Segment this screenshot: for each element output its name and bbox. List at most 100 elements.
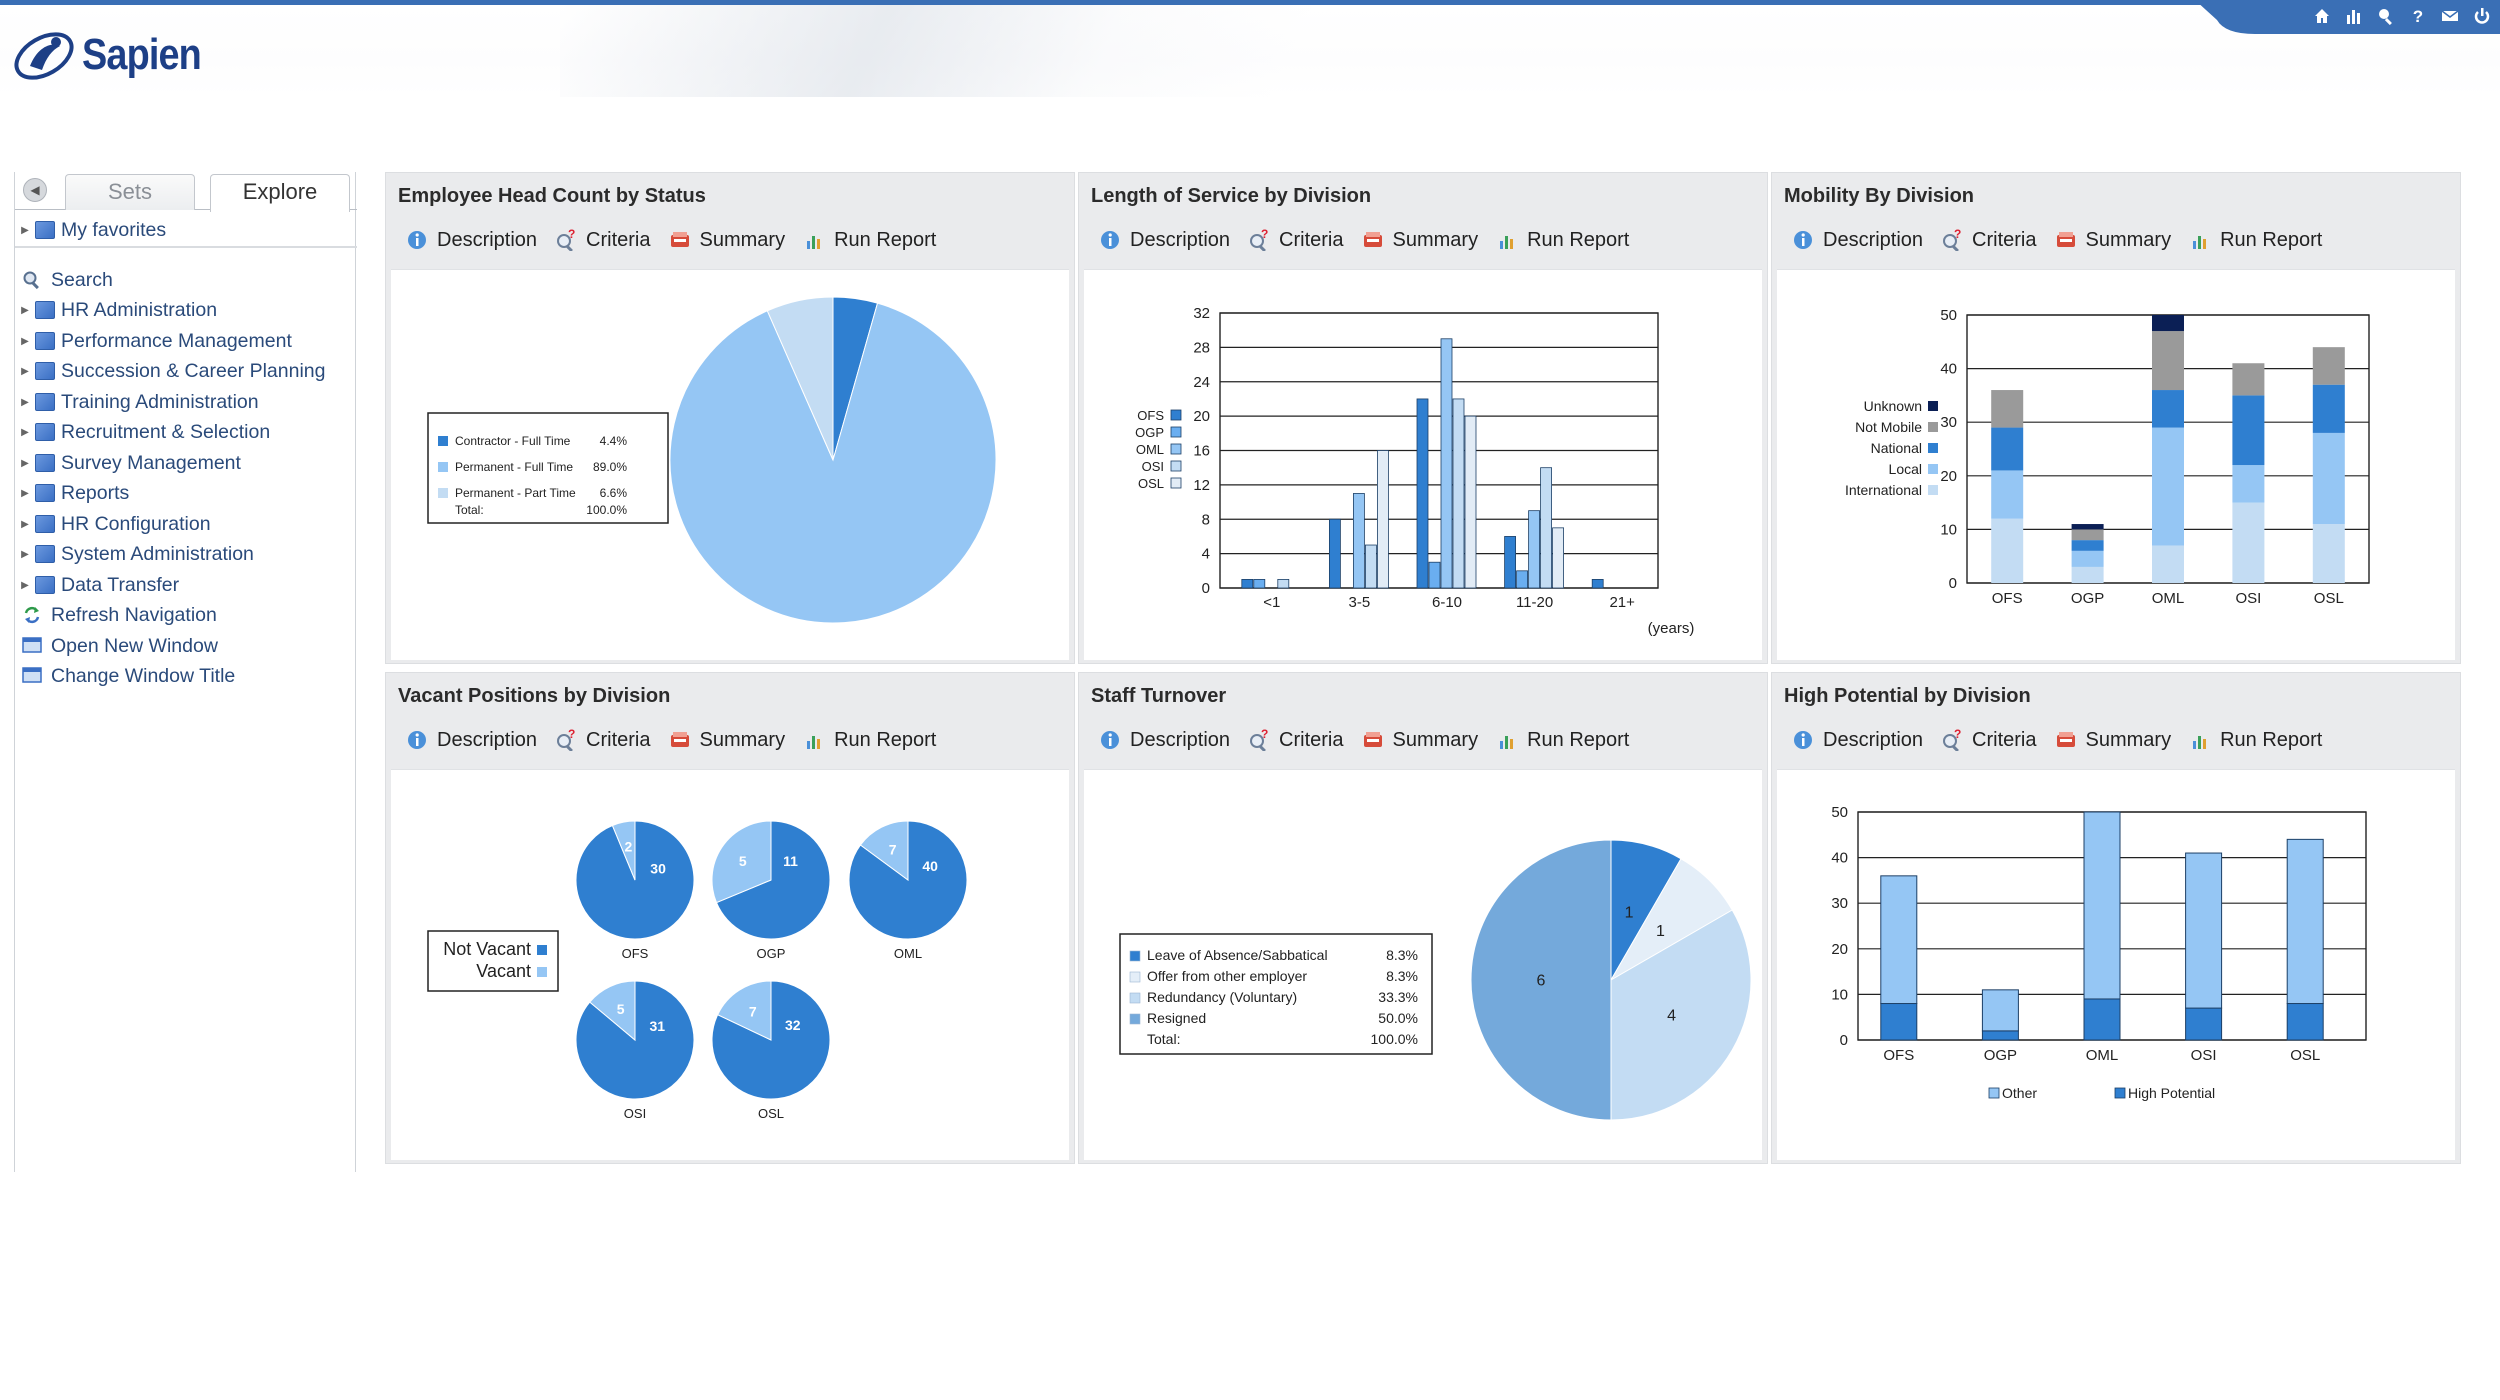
expand-arrow-icon[interactable]: ▶ <box>21 548 29 560</box>
run-report-button[interactable]: Run Report <box>1496 729 1629 752</box>
svg-text:?: ? <box>568 229 575 241</box>
y-tick-label: 16 <box>1193 443 1210 460</box>
sidebar-item-succession-career-planning[interactable]: ▶ Succession & Career Planning <box>15 356 325 386</box>
expand-arrow-icon[interactable]: ▶ <box>21 457 29 469</box>
description-button[interactable]: Description <box>1792 229 1923 252</box>
bar <box>1416 398 1429 589</box>
summary-button[interactable]: Summary <box>669 229 785 252</box>
pie-value-label: 6 <box>1537 972 1546 989</box>
summary-button[interactable]: Summary <box>1362 229 1478 252</box>
run-report-button[interactable]: Run Report <box>1496 229 1629 252</box>
sidebar-item-reports[interactable]: ▶ Reports <box>15 478 129 508</box>
sidebar-item-survey-management[interactable]: ▶ Survey Management <box>15 448 241 478</box>
app-logo[interactable]: Sapien <box>8 25 220 85</box>
description-button[interactable]: Description <box>406 729 537 752</box>
folder-icon <box>35 301 55 319</box>
pie-caption: OFS <box>622 946 649 961</box>
summary-button[interactable]: Summary <box>1362 729 1478 752</box>
sidebar-item-performance-management[interactable]: ▶ Performance Management <box>15 326 292 356</box>
power-icon[interactable] <box>2472 6 2492 26</box>
description-button[interactable]: Description <box>1099 229 1230 252</box>
sidebar-item-label: Open New Window <box>51 634 218 657</box>
sidebar-item-search[interactable]: Search <box>21 265 113 295</box>
pie-value-label: 7 <box>889 842 897 858</box>
expand-arrow-icon[interactable]: ▶ <box>21 396 29 408</box>
bar <box>1464 415 1477 589</box>
summary-button[interactable]: Summary <box>669 729 785 752</box>
sidebar-item-data-transfer[interactable]: ▶ Data Transfer <box>15 570 179 600</box>
pie-value-label: 31 <box>649 1018 665 1034</box>
expand-arrow-icon[interactable]: ▶ <box>21 426 29 438</box>
summary-icon <box>669 229 691 251</box>
expand-arrow-icon[interactable]: ▶ <box>21 304 29 316</box>
bar-segment <box>1991 470 2024 519</box>
mail-icon[interactable] <box>2440 6 2460 26</box>
y-tick-label: 20 <box>1940 468 1957 485</box>
run-report-button[interactable]: Run Report <box>803 729 936 752</box>
y-tick-label: 30 <box>1940 414 1957 431</box>
refresh-icon <box>21 604 43 626</box>
summary-button[interactable]: Summary <box>2055 228 2172 252</box>
folder-icon <box>35 515 55 533</box>
pie-slice <box>848 820 968 940</box>
criteria-icon: ? <box>1248 729 1270 751</box>
description-button[interactable]: Description <box>1099 729 1230 752</box>
expand-arrow-icon[interactable]: ▶ <box>21 335 29 347</box>
sidebar-item-refresh-navigation[interactable]: Refresh Navigation <box>21 600 217 630</box>
bar-segment <box>2071 550 2104 567</box>
legend-label: Permanent - Part Time <box>455 486 576 500</box>
chart-icon[interactable] <box>2344 6 2364 26</box>
legend-value: 4.4% <box>600 434 628 448</box>
criteria-button[interactable]: ? Criteria <box>1248 729 1344 752</box>
action-label: Summary <box>2085 228 2172 251</box>
sidebar-item-system-administration[interactable]: ▶ System Administration <box>15 539 254 569</box>
expand-arrow-icon[interactable]: ▶ <box>21 487 29 499</box>
criteria-button[interactable]: ? Criteria <box>1248 229 1344 252</box>
y-tick-label: 30 <box>1831 895 1848 912</box>
sidebar-item-recruitment-selection[interactable]: ▶ Recruitment & Selection <box>15 417 270 447</box>
run-report-button[interactable]: Run Report <box>2189 229 2322 252</box>
action-label: Description <box>437 728 538 751</box>
legend-label: Offer from other employer <box>1147 968 1307 984</box>
sidebar-item-label: Refresh Navigation <box>51 603 217 626</box>
collapse-sidebar-button[interactable]: ◀ <box>23 178 47 202</box>
bar-segment <box>2152 331 2184 391</box>
sidebar-item-my-favorites[interactable]: ▶ My favorites <box>15 215 166 245</box>
criteria-button[interactable]: ? Criteria <box>555 729 651 752</box>
tab-explore[interactable]: Explore <box>210 174 350 212</box>
panel-title: Staff Turnover <box>1091 685 1227 707</box>
expand-arrow-icon[interactable]: ▶ <box>21 579 29 591</box>
expand-arrow-icon[interactable]: ▶ <box>21 224 29 236</box>
navigation-sidebar: ◀ Sets Explore ▶ My favorites Search ▶ H… <box>14 172 357 1172</box>
expand-arrow-icon[interactable]: ▶ <box>21 365 29 377</box>
criteria-button[interactable]: ? Criteria <box>555 229 651 252</box>
summary-button[interactable]: Summary <box>2055 729 2171 752</box>
expand-arrow-icon[interactable]: ▶ <box>21 518 29 530</box>
pie-value-label: 1 <box>1656 923 1665 940</box>
sidebar-item-hr-administration[interactable]: ▶ HR Administration <box>15 295 217 325</box>
bar-segment <box>1991 518 2024 583</box>
run-report-button[interactable]: Run Report <box>803 229 936 252</box>
legend-swatch <box>1170 460 1182 472</box>
home-icon[interactable] <box>2312 6 2332 26</box>
criteria-button[interactable]: ? Criteria <box>1941 729 2037 752</box>
search-icon[interactable] <box>2376 6 2396 26</box>
sidebar-item-training-administration[interactable]: ▶ Training Administration <box>15 387 258 417</box>
pie-slice <box>711 820 772 904</box>
svg-text:?: ? <box>1954 229 1961 241</box>
panel-body: 0 10 20 30 40 50 OFS OGP OML OSI OSL Other High Pote… <box>1777 769 2455 1160</box>
chart-head-count: Contractor - Full Time 4.4% Permanent - Fu… <box>427 296 997 624</box>
criteria-button[interactable]: ? Criteria <box>1941 229 2037 252</box>
help-icon[interactable]: ? <box>2408 6 2428 26</box>
pie-caption: OSI <box>624 1106 646 1121</box>
run-report-button[interactable]: Run Report <box>2189 729 2322 752</box>
sidebar-item-hr-configuration[interactable]: ▶ HR Configuration <box>15 509 210 539</box>
sidebar-item-change-window-title[interactable]: Change Window Title <box>21 661 235 691</box>
tab-sets[interactable]: Sets <box>65 174 195 210</box>
description-button[interactable]: Description <box>406 229 537 252</box>
summary-icon <box>1362 229 1384 251</box>
panel-high-potential: High Potential by Division Description ?… <box>1771 672 2461 1164</box>
sidebar-item-open-new-window[interactable]: Open New Window <box>21 631 218 661</box>
panel-employee-head-count: Employee Head Count by Status Descriptio… <box>385 172 1075 664</box>
description-button[interactable]: Description <box>1792 729 1923 752</box>
